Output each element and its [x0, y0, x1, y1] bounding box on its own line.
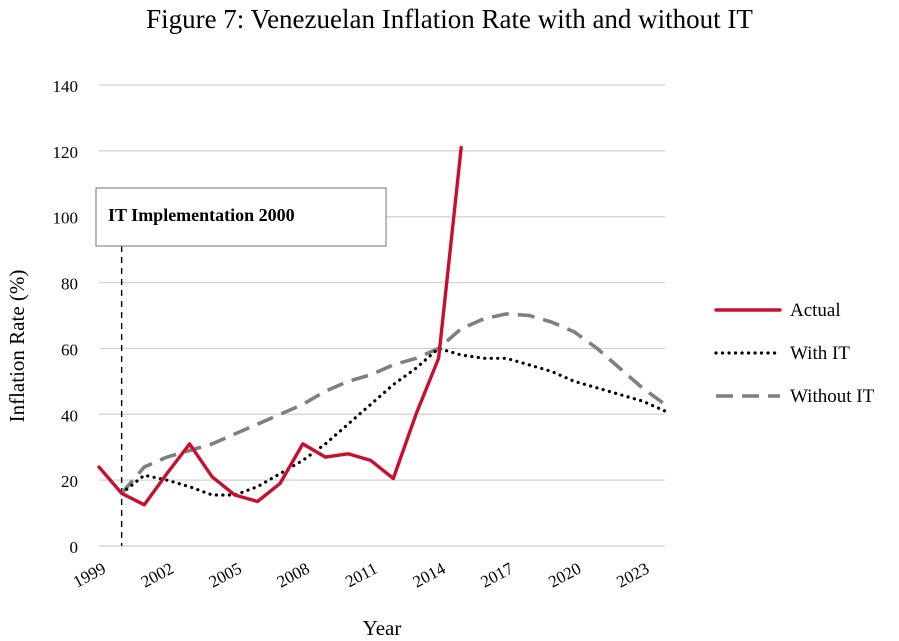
series-line-actual: [97, 145, 463, 507]
x-tick-label: 2017: [477, 559, 516, 592]
x-tick-label: 2014: [410, 559, 449, 592]
y-tick-label: 0: [70, 538, 79, 557]
y-tick-label: 100: [53, 209, 79, 228]
legend-label: With IT: [790, 343, 850, 364]
x-axis-label: Year: [363, 616, 402, 640]
x-tick-label: 2002: [138, 559, 177, 592]
legend-label: Actual: [790, 300, 841, 321]
y-tick-label: 60: [61, 340, 78, 359]
x-tick-label: 2011: [342, 559, 380, 591]
x-tick-label: 2023: [613, 559, 652, 592]
legend: Actual With IT Without IT: [714, 300, 875, 407]
y-tick-label: 40: [61, 406, 78, 425]
y-tick-label: 120: [53, 143, 79, 162]
x-tick-label: 1999: [70, 559, 109, 592]
gridlines: [99, 84, 665, 547]
x-tick-label: 2008: [274, 559, 313, 592]
annotation-label: IT Implementation 2000: [108, 205, 295, 225]
y-axis-ticks: 0 20 40 60 80 100 120 140: [53, 77, 79, 557]
y-tick-label: 140: [53, 77, 79, 96]
y-axis-label: Inflation Rate (%): [5, 270, 29, 423]
series-lines: [97, 145, 667, 507]
x-axis-ticks: 1999 2002 2005 2008 2011 2014 2017 2020 2023: [70, 559, 652, 592]
y-tick-label: 20: [61, 472, 78, 491]
legend-label: Without IT: [790, 386, 875, 407]
x-tick-label: 2005: [206, 559, 245, 592]
annotation: IT Implementation 2000: [95, 187, 387, 546]
chart-title: Figure 7: Venezuelan Inflation Rate with…: [146, 4, 753, 34]
y-tick-label: 80: [61, 275, 78, 294]
x-tick-label: 2020: [545, 559, 584, 592]
series-line-with-it: [119, 346, 667, 497]
annotation-box: [95, 187, 387, 247]
series-line-without-it: [120, 312, 667, 495]
